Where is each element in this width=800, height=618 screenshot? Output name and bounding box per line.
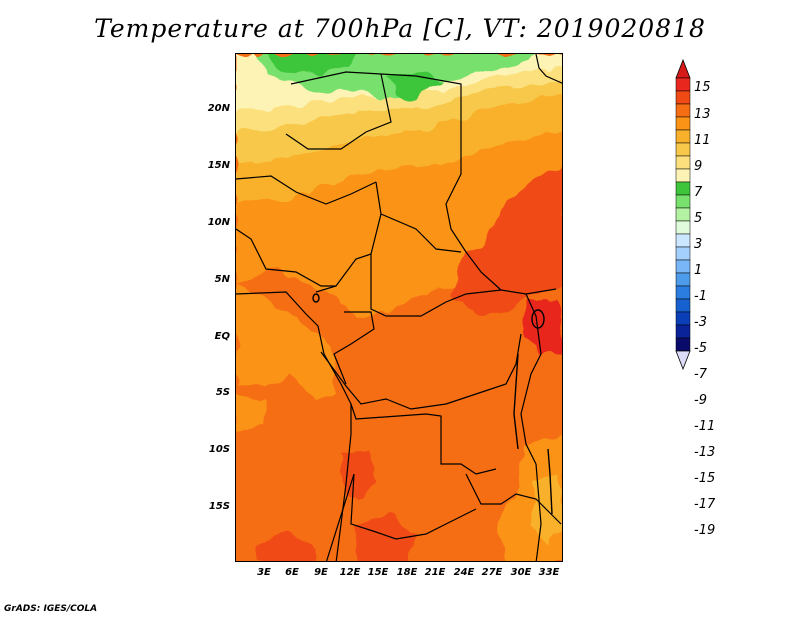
border-angola-zambia: [350, 403, 497, 475]
colorbar-label: -3: [694, 315, 707, 330]
border-chad-sudan: [445, 114, 502, 291]
band-9-11-coast: [236, 394, 266, 432]
lon-label-33e: 33E: [538, 567, 560, 578]
band-11-13-south-b: [356, 514, 416, 561]
colorbar-label: -5: [694, 341, 707, 356]
temperature-bands: [236, 54, 562, 561]
colorbar-swatch: [675, 155, 691, 170]
colorbar-swatch: [675, 272, 691, 287]
colorbar-swatch: [675, 233, 691, 248]
border-mozambique: [535, 463, 542, 561]
lon-label-30e: 30E: [510, 567, 532, 578]
grads-credit: GrADS: IGES/COLA: [4, 604, 98, 614]
border-namibia-botswana: [350, 473, 477, 540]
colorbar-label: 11: [694, 133, 711, 148]
lat-label-15s: 15S: [208, 501, 230, 512]
lat-label-10s: 10S: [208, 444, 230, 455]
colorbar-label: -11: [694, 419, 716, 434]
colorbar-label: -9: [694, 393, 707, 408]
colorbar-swatch: [675, 168, 691, 183]
lon-label-24e: 24E: [453, 567, 475, 578]
chart-title: Temperature at 700hPa [C], VT: 201902081…: [94, 14, 706, 43]
border-benin-nigeria: [236, 228, 336, 287]
country-borders: [236, 54, 562, 561]
colorbar-label: 5: [694, 211, 703, 226]
colorbar-swatch: [675, 337, 691, 352]
colorbar-label: 1: [694, 263, 703, 278]
colorbar-label: -17: [694, 497, 716, 512]
border-zambia-south: [465, 473, 562, 525]
colorbar-swatch: [675, 116, 691, 131]
lon-label-27e: 27E: [481, 567, 503, 578]
border-northeast: [535, 54, 562, 84]
lake-victoria-west: [531, 309, 545, 329]
colorbar-label: -15: [694, 471, 716, 486]
colorbar-label: -13: [694, 445, 716, 460]
map-panel: [235, 53, 563, 562]
west-coastline: [305, 313, 352, 561]
colorbar: [675, 58, 691, 371]
colorbar-swatch: [675, 259, 691, 274]
colorbar-swatch: [675, 220, 691, 235]
border-niger-algeria: [285, 73, 392, 150]
lat-label-15n: 15N: [207, 160, 230, 171]
colorbar-label: -7: [694, 367, 707, 382]
colorbar-swatch: [675, 246, 691, 261]
colorbar-swatch: [675, 142, 691, 157]
colorbar-swatch: [675, 298, 691, 313]
colorbar-swatch: [675, 129, 691, 144]
colorbar-top-arrow: [675, 58, 691, 79]
colorbar-label: 9: [694, 159, 703, 174]
border-nigeria-cameroon: [315, 181, 382, 293]
lat-label-5n: 5N: [214, 274, 230, 285]
band-9-11-west: [236, 284, 336, 399]
lakes: [312, 293, 553, 515]
colorbar-swatch: [675, 324, 691, 339]
lat-label-eq: EQ: [214, 331, 230, 342]
lon-label-21e: 21E: [424, 567, 446, 578]
colorbar-label: 7: [694, 185, 703, 200]
border-car-drc: [370, 254, 557, 317]
border-namibia-coast: [326, 473, 355, 561]
band-11-13-east: [451, 165, 562, 314]
band-1-3-green-a: [266, 54, 356, 74]
colorbar-bottom-arrow: [675, 350, 691, 371]
colorbar-swatch: [675, 103, 691, 118]
lat-label-10n: 10N: [207, 217, 230, 228]
border-congo-gabon: [333, 311, 375, 385]
lat-label-5s: 5S: [215, 387, 230, 398]
colorbar-swatch: [675, 90, 691, 105]
colorbar-swatch: [675, 207, 691, 222]
colorbar-label: -1: [694, 289, 707, 304]
colorbar-label: 3: [694, 237, 703, 252]
border-north-libya: [290, 71, 462, 114]
colorbar-swatch: [675, 194, 691, 209]
lon-label-9e: 9E: [314, 567, 328, 578]
gulf-of-guinea-coast: [236, 291, 307, 315]
small-lake: [312, 293, 320, 303]
lon-label-15e: 15E: [367, 567, 389, 578]
colorbar-swatch: [675, 181, 691, 196]
colorbar-label: 13: [694, 107, 711, 122]
colorbar-label: -19: [694, 523, 716, 538]
colorbar-swatch: [675, 77, 691, 92]
lat-label-20n: 20N: [207, 103, 230, 114]
colorbar-swatch: [675, 311, 691, 326]
border-chad-car: [380, 213, 462, 253]
colorbar-label: 15: [694, 80, 711, 95]
border-drc-angola: [320, 333, 522, 410]
border-niger-nigeria: [236, 175, 377, 205]
lon-label-12e: 12E: [339, 567, 361, 578]
lon-label-6e: 6E: [285, 567, 299, 578]
border-east-lakes: [520, 293, 542, 465]
lon-label-3e: 3E: [257, 567, 271, 578]
temperature-field-map: [236, 54, 562, 561]
lake-malawi: [547, 448, 553, 515]
colorbar-swatch: [675, 285, 691, 300]
band-11-13-south-a: [256, 532, 316, 561]
lake-tanganyika: [513, 353, 519, 450]
lon-label-18e: 18E: [396, 567, 418, 578]
